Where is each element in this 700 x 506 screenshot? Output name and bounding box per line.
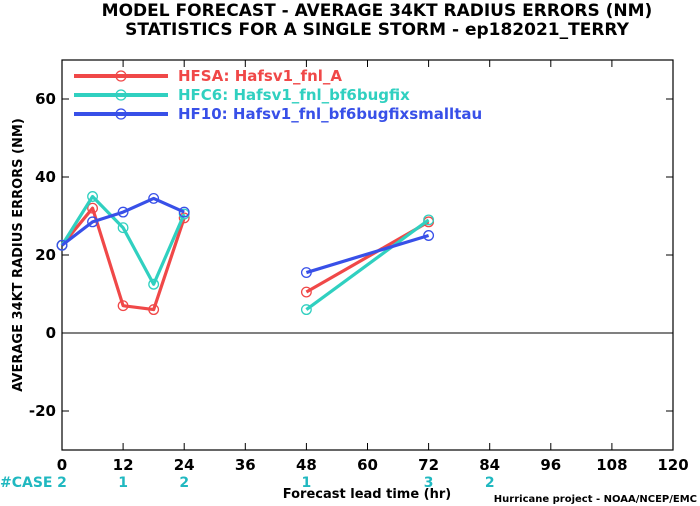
data-point bbox=[87, 216, 99, 228]
data-point bbox=[117, 300, 129, 312]
data-point bbox=[148, 192, 160, 204]
credit-text: Hurricane project - NOAA/NCEP/EMC bbox=[494, 494, 697, 505]
x-tick-label: 120 bbox=[657, 456, 688, 474]
series-line bbox=[305, 218, 430, 311]
legend-marker bbox=[115, 108, 127, 120]
x-tick-label: 84 bbox=[479, 456, 500, 474]
series-line bbox=[60, 194, 186, 286]
x-tick-label: 72 bbox=[418, 456, 439, 474]
y-tick-label: 20 bbox=[35, 246, 56, 264]
legend-label: HF10: Hafsv1_fnl_bf6bugfixsmalltau bbox=[178, 105, 482, 123]
legend-marker bbox=[115, 89, 127, 101]
y-tick-label: 60 bbox=[35, 90, 56, 108]
data-point bbox=[117, 206, 129, 218]
series-layer bbox=[56, 191, 435, 316]
series-1 bbox=[56, 191, 435, 316]
series-line bbox=[305, 233, 430, 275]
series-2 bbox=[56, 192, 435, 279]
data-point bbox=[423, 230, 435, 241]
data-point bbox=[423, 214, 435, 226]
series-line bbox=[61, 196, 185, 247]
y-tick-label: 40 bbox=[35, 168, 56, 186]
data-point bbox=[300, 267, 312, 279]
y-tick-label: -20 bbox=[29, 402, 56, 420]
x-tick-label: 108 bbox=[596, 456, 627, 474]
case-label: #CASE bbox=[0, 475, 53, 491]
x-tick-label: 24 bbox=[174, 456, 195, 474]
x-tick-label: 96 bbox=[540, 456, 561, 474]
data-point bbox=[148, 304, 160, 316]
x-tick-label: 48 bbox=[296, 456, 317, 474]
legend-marker bbox=[115, 70, 127, 82]
x-axis: 0 12 24 36 48 60 72 84 96 108 120 bbox=[57, 60, 689, 474]
case-count: 2 bbox=[57, 475, 67, 491]
data-point bbox=[300, 286, 312, 298]
case-counts: 2 1 2 1 3 2 bbox=[57, 475, 494, 491]
case-count: 1 bbox=[302, 475, 312, 491]
case-count: 2 bbox=[485, 475, 495, 491]
chart-subtitle: STATISTICS FOR A SINGLE STORM - ep182021… bbox=[125, 20, 629, 40]
data-point bbox=[178, 212, 190, 224]
y-axis: -20 0 20 40 60 bbox=[29, 90, 673, 420]
data-point bbox=[87, 191, 99, 202]
case-count: 1 bbox=[118, 475, 128, 491]
x-tick-label: 36 bbox=[235, 456, 256, 474]
data-point bbox=[87, 202, 99, 214]
data-point bbox=[56, 239, 68, 251]
chart-title: MODEL FORECAST - AVERAGE 34KT RADIUS ERR… bbox=[102, 1, 653, 21]
series-line bbox=[60, 206, 186, 312]
legend-label: HFC6: Hafsv1_fnl_bf6bugfix bbox=[178, 86, 410, 104]
x-axis-label: Forecast lead time (hr) bbox=[283, 487, 451, 502]
data-point bbox=[117, 222, 129, 234]
y-axis-label: AVERAGE 34KT RADIUS ERRORS (NM) bbox=[11, 118, 26, 392]
data-point bbox=[148, 278, 160, 290]
data-point bbox=[178, 206, 190, 218]
case-count: 2 bbox=[179, 475, 189, 491]
legend-label: HFSA: Hafsv1_fnl_A bbox=[178, 67, 342, 85]
data-point bbox=[300, 304, 312, 316]
x-tick-label: 12 bbox=[113, 456, 134, 474]
y-tick-label: 0 bbox=[46, 324, 56, 342]
x-tick-label: 0 bbox=[57, 456, 67, 474]
x-tick-label: 60 bbox=[357, 456, 378, 474]
case-count: 3 bbox=[424, 475, 434, 491]
